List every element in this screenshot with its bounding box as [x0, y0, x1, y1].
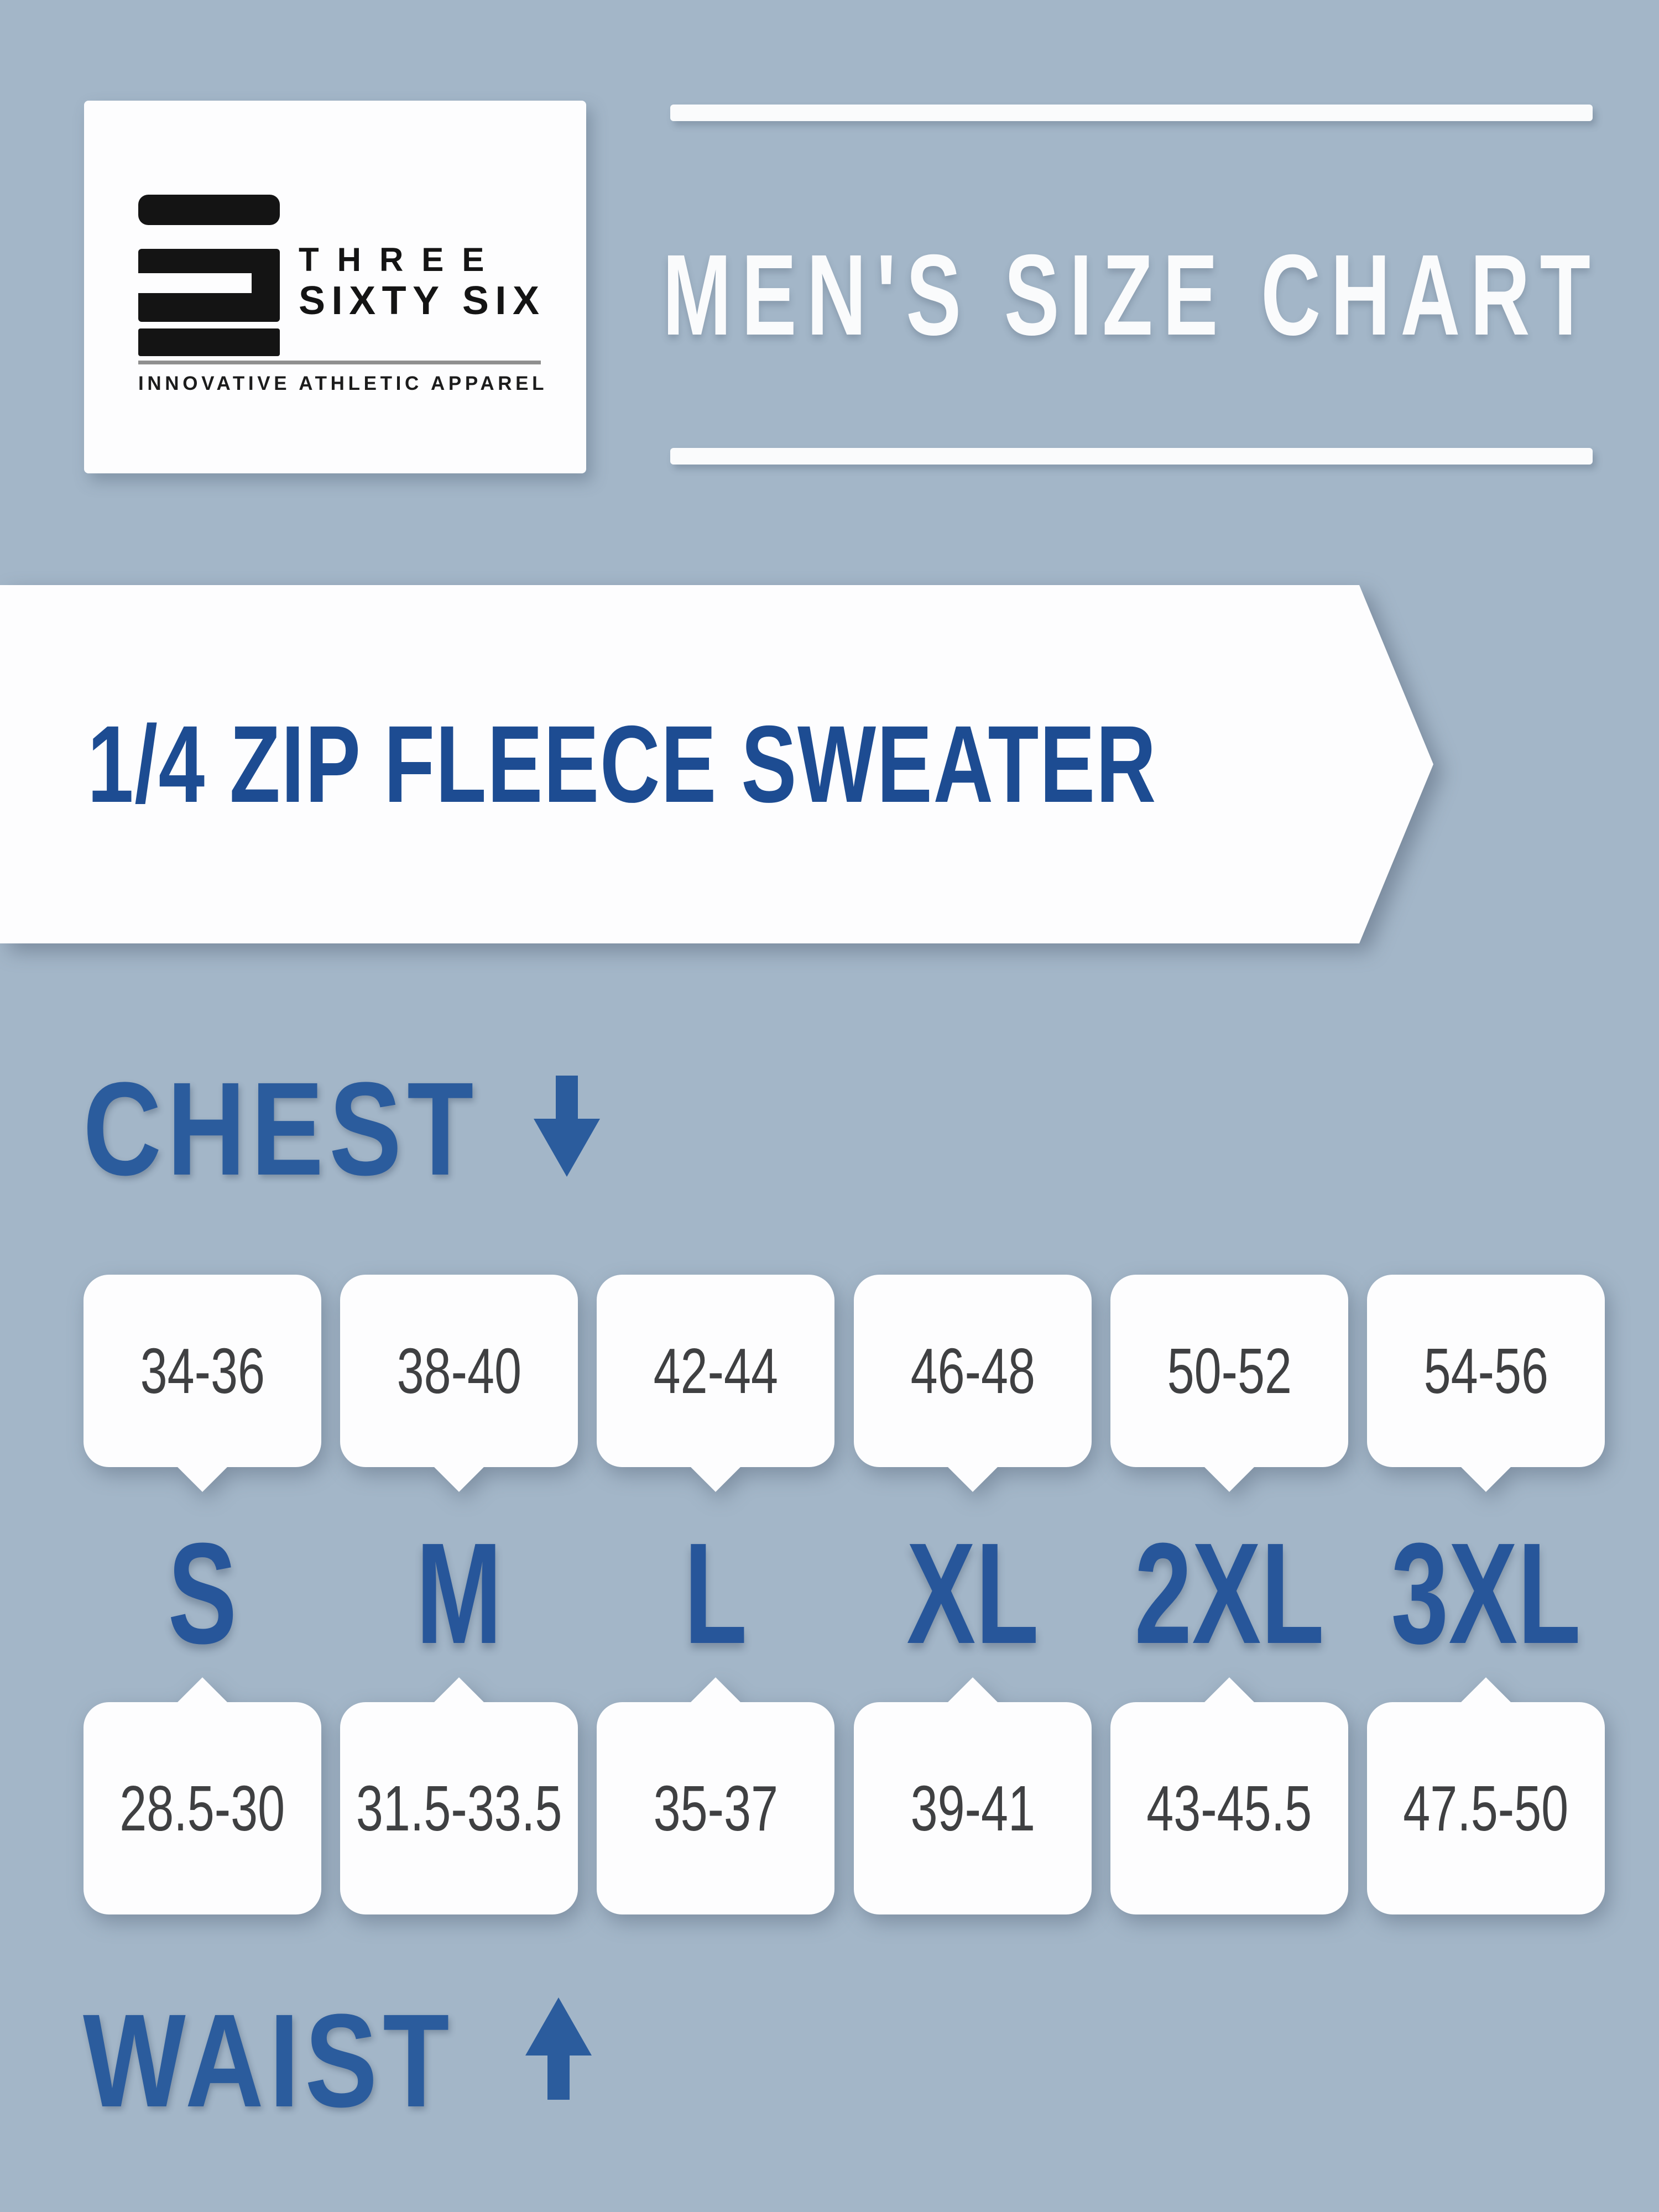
- chest-value-bubble: 54-56: [1367, 1275, 1605, 1492]
- waist-value: 39-41: [910, 1772, 1035, 1844]
- waist-value: 31.5-33.5: [356, 1772, 562, 1844]
- chest-section-label: CHEST: [83, 1055, 479, 1203]
- up-arrow-icon: [525, 1997, 592, 2100]
- chest-value: 38-40: [397, 1335, 521, 1407]
- chest-value: 34-36: [140, 1335, 265, 1407]
- size-label-l: L: [684, 1514, 748, 1674]
- size-label-m: M: [416, 1514, 502, 1674]
- waist-value-bubble: 28.5-30: [84, 1677, 321, 1914]
- waist-value-bubble: 43-45.5: [1110, 1677, 1348, 1914]
- size-label-2xl: 2XL: [1134, 1514, 1324, 1674]
- header-bottom-rule: [670, 448, 1593, 465]
- chest-value-bubble: 38-40: [340, 1275, 578, 1492]
- chest-value-bubble: 50-52: [1110, 1275, 1348, 1492]
- chest-value: 42-44: [653, 1335, 778, 1407]
- waist-value-bubble: 35-37: [597, 1677, 834, 1914]
- chest-value: 50-52: [1167, 1335, 1292, 1407]
- brand-tagline: INNOVATIVE ATHLETIC APPAREL: [138, 373, 548, 394]
- size-label-xl: XL: [906, 1514, 1039, 1674]
- header-top-rule: [670, 105, 1593, 121]
- chest-value: 54-56: [1423, 1335, 1548, 1407]
- product-name: 1/4 ZIP FLEECE SWEATER: [87, 703, 1157, 825]
- waist-value: 35-37: [653, 1772, 778, 1844]
- waist-value-bubble: 47.5-50: [1367, 1677, 1605, 1914]
- down-arrow-icon: [534, 1076, 600, 1178]
- waist-value-bubble: 31.5-33.5: [340, 1677, 578, 1914]
- brand-mark-middle-icon: [138, 249, 280, 322]
- brand-name-line2: SIXTY SIX: [299, 279, 546, 323]
- chest-value: 46-48: [910, 1335, 1035, 1407]
- chest-value-bubble: 42-44: [597, 1275, 834, 1492]
- waist-value-bubble: 39-41: [854, 1677, 1092, 1914]
- brand-name-line1: THREE: [299, 241, 503, 278]
- brand-mark-bottom-bar-icon: [138, 328, 280, 356]
- size-label-3xl: 3XL: [1391, 1514, 1581, 1674]
- product-banner: 1/4 ZIP FLEECE SWEATER: [0, 585, 1433, 943]
- waist-value: 28.5-30: [119, 1772, 285, 1844]
- page-title: MEN'S SIZE CHART: [662, 231, 1601, 359]
- product-banner-arrow-shape: [0, 585, 1433, 943]
- waist-value: 47.5-50: [1403, 1772, 1569, 1844]
- brand-logo-card: THREE SIXTY SIX INNOVATIVE ATHLETIC APPA…: [84, 101, 586, 473]
- waist-section-label: WAIST: [83, 1986, 455, 2135]
- chest-value-bubble: 34-36: [84, 1275, 321, 1492]
- brand-mark-top-bar-icon: [138, 195, 280, 225]
- chest-value-bubble: 46-48: [854, 1275, 1092, 1492]
- waist-value: 43-45.5: [1146, 1772, 1312, 1844]
- brand-mark-notch: [138, 273, 252, 293]
- size-label-s: S: [168, 1514, 237, 1674]
- logo-divider: [138, 361, 541, 364]
